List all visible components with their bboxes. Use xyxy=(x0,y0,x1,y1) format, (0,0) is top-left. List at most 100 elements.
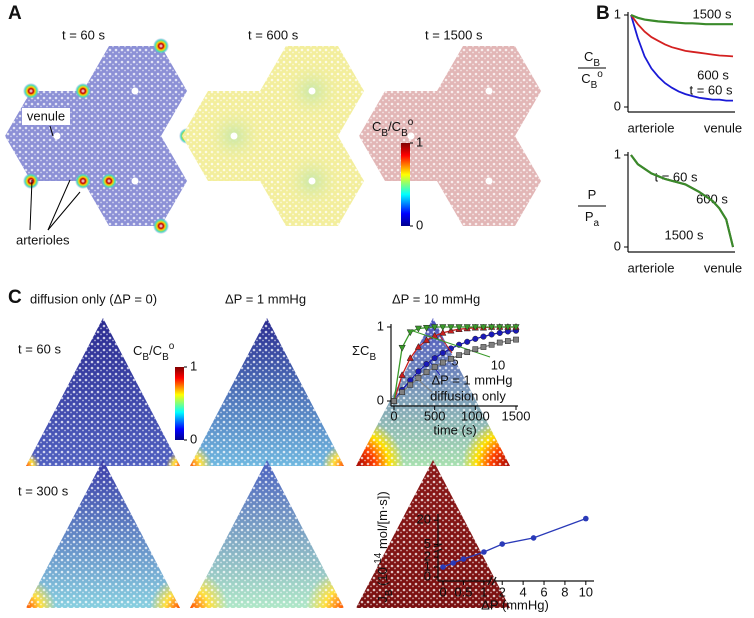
label-part: C xyxy=(372,119,381,134)
data-point xyxy=(423,369,430,375)
data-point xyxy=(488,331,495,338)
x-tick-label: 0 xyxy=(439,584,446,599)
axis-label: CB/CBo xyxy=(133,341,175,363)
arteriole-spot xyxy=(23,83,39,99)
panel-label: B xyxy=(596,3,610,24)
axis-label: Pa xyxy=(585,209,600,229)
data-point xyxy=(398,344,406,352)
data-point xyxy=(406,354,414,361)
data-point xyxy=(439,359,446,366)
axis-label: JB (10-14 mol/[m·s]) xyxy=(373,491,395,602)
vessel-hole xyxy=(131,87,139,95)
x-tick-label: 500 xyxy=(424,408,446,423)
label-part: /C xyxy=(388,119,401,134)
vessel-hole xyxy=(485,177,493,185)
data-point xyxy=(414,325,423,333)
label-part: mol/[m·s]) xyxy=(375,491,390,552)
label-box xyxy=(22,108,70,125)
series-label: t = 60 s xyxy=(655,169,698,184)
label-part: o xyxy=(408,117,414,128)
x-tick-label: 0 xyxy=(390,408,397,423)
label-part: B xyxy=(591,80,598,91)
label-part: P xyxy=(588,187,597,202)
data-point xyxy=(407,381,414,388)
data-point xyxy=(448,355,454,362)
x-tick-label: 1 xyxy=(480,584,487,599)
network-texture xyxy=(356,318,510,466)
series-label: ΔP = 1 mmHg xyxy=(431,372,512,387)
data-point xyxy=(423,360,430,368)
label-part: B xyxy=(381,128,388,139)
data-point xyxy=(431,364,438,370)
data-point xyxy=(530,535,537,541)
label-part: B xyxy=(384,589,395,596)
data-point xyxy=(398,371,406,378)
x-label: arteriole xyxy=(628,120,675,135)
data-point xyxy=(463,324,471,332)
y-tick-label: 1 xyxy=(377,318,384,333)
label-part: a xyxy=(594,218,600,229)
data-point xyxy=(496,324,504,332)
x-tick-label: 2 xyxy=(499,584,506,599)
vessel-hole xyxy=(308,87,316,95)
vessel-hole xyxy=(407,132,415,140)
y-tick-label: 20 xyxy=(417,512,431,527)
label-part: ΣC xyxy=(352,343,369,358)
panel-label: A xyxy=(8,3,22,24)
data-point xyxy=(455,324,463,332)
pointer xyxy=(47,179,71,231)
data-point xyxy=(391,398,397,404)
label-part: B xyxy=(162,352,169,363)
x-axis-title: time (s) xyxy=(433,422,476,437)
column-label: ΔP = 1 mmHg xyxy=(225,291,306,306)
series-label: 1500 s xyxy=(692,6,732,21)
pointer xyxy=(49,125,54,137)
data-point xyxy=(472,346,479,353)
label-part: B xyxy=(369,352,376,363)
arteriole-spot xyxy=(75,83,91,99)
y-tick-label: 0 xyxy=(377,392,384,407)
data-point xyxy=(439,324,447,332)
data-point xyxy=(447,324,455,332)
x-label: venule xyxy=(704,120,742,135)
series-line xyxy=(630,14,734,58)
data-point xyxy=(414,342,423,350)
data-point xyxy=(422,336,431,344)
pointer xyxy=(439,335,453,354)
label-part: -14 xyxy=(373,552,384,567)
series-line xyxy=(630,154,735,248)
network-texture xyxy=(26,460,180,608)
label-part: C xyxy=(581,71,590,86)
colorbar-tick-label: 1 xyxy=(416,134,423,149)
data-point xyxy=(472,335,479,342)
axis-break xyxy=(433,543,497,586)
time-label: t = 1500 s xyxy=(425,27,483,42)
venule-label: venule xyxy=(27,108,65,123)
data-point xyxy=(431,324,439,332)
data-point xyxy=(583,515,589,522)
y-tick-label: 2 xyxy=(424,548,431,563)
colorbar-tick-label: 1 xyxy=(190,358,197,373)
label-part: B xyxy=(401,128,408,139)
vessel-hole xyxy=(485,87,493,95)
series-label: 1500 s xyxy=(664,227,704,242)
y-tick-label: 0 xyxy=(424,568,431,583)
data-point xyxy=(439,349,446,356)
data-point xyxy=(471,324,479,332)
colorbar xyxy=(401,143,410,226)
label-part: (10 xyxy=(375,567,390,589)
x-axis-title: ΔP (mmHg) xyxy=(481,597,549,612)
y-tick-label: 5 xyxy=(424,536,431,551)
x-tick-label: 6 xyxy=(540,584,547,599)
axis-label: CB xyxy=(584,49,600,69)
data-point xyxy=(460,556,467,562)
pointer xyxy=(409,329,491,358)
x-tick-label: 8 xyxy=(561,584,568,599)
vessel-hole xyxy=(308,177,316,185)
data-point xyxy=(481,549,487,555)
colorbar-tick-label: 0 xyxy=(190,431,197,446)
network-texture xyxy=(356,460,510,608)
row-label: t = 60 s xyxy=(18,341,61,356)
label-part: o xyxy=(597,69,603,80)
